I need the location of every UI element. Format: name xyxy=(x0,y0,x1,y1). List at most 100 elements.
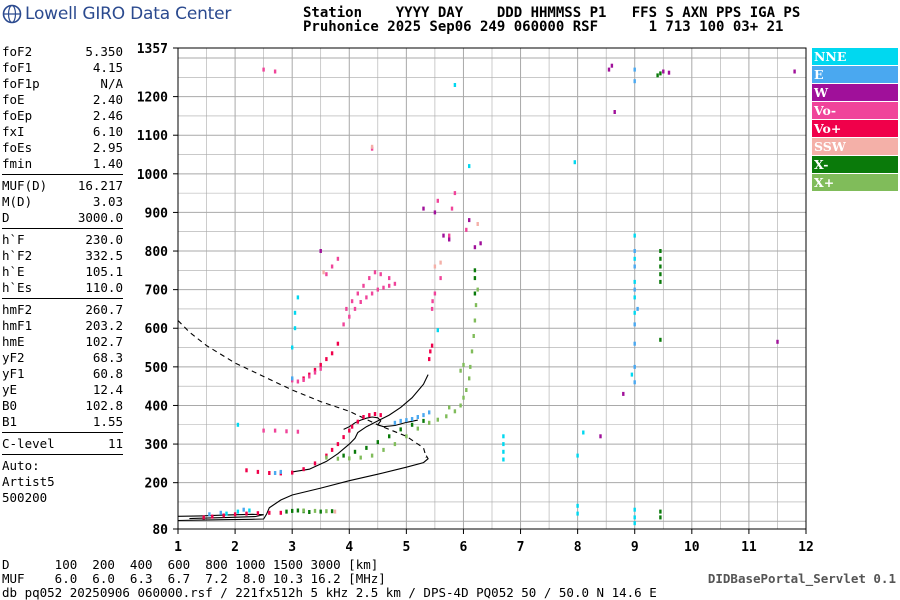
param-name: h`F2 xyxy=(2,248,33,263)
echo-point-e xyxy=(636,306,639,311)
echo-point-w xyxy=(667,70,671,75)
echo-point-x-minus xyxy=(410,422,414,427)
echo-point-x-minus xyxy=(296,508,300,513)
echo-point-x-minusplus xyxy=(325,509,328,514)
param-name: fmin xyxy=(2,156,33,171)
echo-point-vo-minusplus xyxy=(362,415,365,419)
echo-point-w xyxy=(473,245,477,250)
echo-point-vo-minus xyxy=(313,370,317,375)
param-value: 332.5 xyxy=(85,248,123,263)
legend-item-ssw: SSW xyxy=(812,138,898,155)
echo-point-vo-minusplus xyxy=(291,470,294,475)
echo-point-x-minusplus xyxy=(474,303,478,308)
echo-point-nne xyxy=(436,328,439,333)
file-info-line: db pq052 20250906 060000.rsf / 221fx512h… xyxy=(2,585,657,600)
echo-point-e xyxy=(633,79,636,84)
echo-point-vo-minus xyxy=(348,314,351,319)
echo-point-vo-minus xyxy=(273,428,277,433)
echo-point-x-minus xyxy=(659,264,662,269)
echo-point-vo-minus xyxy=(388,283,391,288)
y-tick-label: 400 xyxy=(145,399,169,414)
echo-point-e xyxy=(633,341,636,346)
echo-point-vo-minus xyxy=(262,428,265,433)
echo-point-x-minusplus xyxy=(436,417,439,422)
legend-item-x-minus: X- xyxy=(812,156,898,173)
echo-point-e xyxy=(633,67,636,72)
echo-point-vo-minus xyxy=(453,191,457,196)
param-value: 260.7 xyxy=(85,302,123,317)
echo-point-e xyxy=(242,507,245,512)
echo-point-x-minusplus xyxy=(382,447,385,452)
curve-profile-solid xyxy=(177,455,429,522)
echo-point-nne xyxy=(236,509,240,514)
param-value: 102.7 xyxy=(85,334,123,349)
echo-point-e xyxy=(208,512,211,517)
echo-point-x-minus xyxy=(376,440,379,445)
echo-point-vo-minus xyxy=(365,295,368,300)
echo-point-w xyxy=(442,233,445,238)
echo-point-vo-minus xyxy=(319,366,322,371)
axis-ticks: 1 2 3 4 5 6 7 8 9 10 11 128020030040050060070080090… xyxy=(137,42,814,555)
echo-point-x-minus xyxy=(659,515,662,520)
echo-point-vo-minusplus xyxy=(342,435,345,440)
y-tick-label: 900 xyxy=(145,206,169,221)
echo-point-vo-minusplus xyxy=(245,511,248,516)
param-group-frequencies: foF2 5.350 foF1 4.15 foF1p N/A foE 2.40 foEp 2.46… xyxy=(2,44,123,172)
y-tick-label: 600 xyxy=(145,322,169,337)
legend-item-vo-minus: Vo- xyxy=(812,102,898,119)
echo-point-vo-minusplus xyxy=(233,512,237,517)
echo-point-x-minus xyxy=(473,268,477,273)
echo-point-vo-minusplus xyxy=(379,413,382,418)
logo-text: Lowell GIRO Data Center xyxy=(25,4,232,24)
echo-point-vo-minusplus xyxy=(330,351,334,356)
echo-point-x-minus xyxy=(659,256,662,261)
x-tick-label: 9 xyxy=(631,540,639,555)
echo-point-w xyxy=(599,434,602,439)
x-tick-label: 11 xyxy=(741,540,757,555)
echo-point-x-minusplus xyxy=(462,362,465,367)
param-row: h`E 105.1 xyxy=(2,264,123,280)
echo-point-vo-minusplus xyxy=(368,413,371,418)
param-name: yE xyxy=(2,382,18,397)
echo-point-e xyxy=(633,287,636,292)
echo-point-nne xyxy=(502,434,505,439)
echo-point-w xyxy=(319,249,322,253)
param-row: yF1 60.8 xyxy=(2,366,123,382)
echo-point-x-minusplus xyxy=(459,403,462,408)
y-tick-label: 800 xyxy=(145,245,169,260)
echo-point-x-minus xyxy=(291,508,294,513)
param-name: foF1p xyxy=(2,76,40,91)
param-row: D 3000.0 xyxy=(2,210,123,226)
param-row: fmin 1.40 xyxy=(2,156,123,172)
distance-row: D 100 200 400 600 800 1000 1500 3000 [km… xyxy=(2,557,379,572)
station-header-line2: Pruhonice 2025 Sep06 249 060000 RSF 1 71… xyxy=(303,19,784,35)
echo-point-vo-minusplus xyxy=(336,341,340,346)
x-tick-label: 4 xyxy=(345,540,353,555)
param-divider xyxy=(2,432,123,433)
param-value: 2.95 xyxy=(92,140,123,155)
param-name: h`Es xyxy=(2,280,33,295)
profile-curves xyxy=(177,320,429,522)
echo-point-vo-minus xyxy=(379,272,382,277)
param-name: foF2 xyxy=(2,44,33,59)
echo-point-x-minusplus xyxy=(462,395,465,400)
echo-point-vo-minus xyxy=(370,291,374,296)
echo-point-x-minusplus xyxy=(472,334,475,338)
param-row: foEp 2.46 xyxy=(2,108,123,124)
echo-point-x-minusplus xyxy=(428,420,431,425)
param-row: B0 102.8 xyxy=(2,398,123,414)
echo-point-vo-minusplus xyxy=(202,515,205,520)
echo-point-vo-minus xyxy=(296,429,300,434)
echo-point-x-minusplus xyxy=(470,349,474,354)
y-tick-label: 200 xyxy=(145,477,169,492)
echo-point-e xyxy=(416,415,419,419)
echo-point-nne xyxy=(248,508,251,513)
echo-point-vo-minusplus xyxy=(256,469,260,474)
legend-item-e: E xyxy=(812,66,898,83)
echo-point-vo-minusplus xyxy=(356,419,359,424)
echo-point-vo-minusplus xyxy=(348,428,351,433)
curve-cusp-trace xyxy=(343,416,418,430)
param-row: foEs 2.95 xyxy=(2,140,123,156)
echo-point-vo-minus xyxy=(302,378,305,382)
echo-point-vo-minusplus xyxy=(325,357,328,362)
